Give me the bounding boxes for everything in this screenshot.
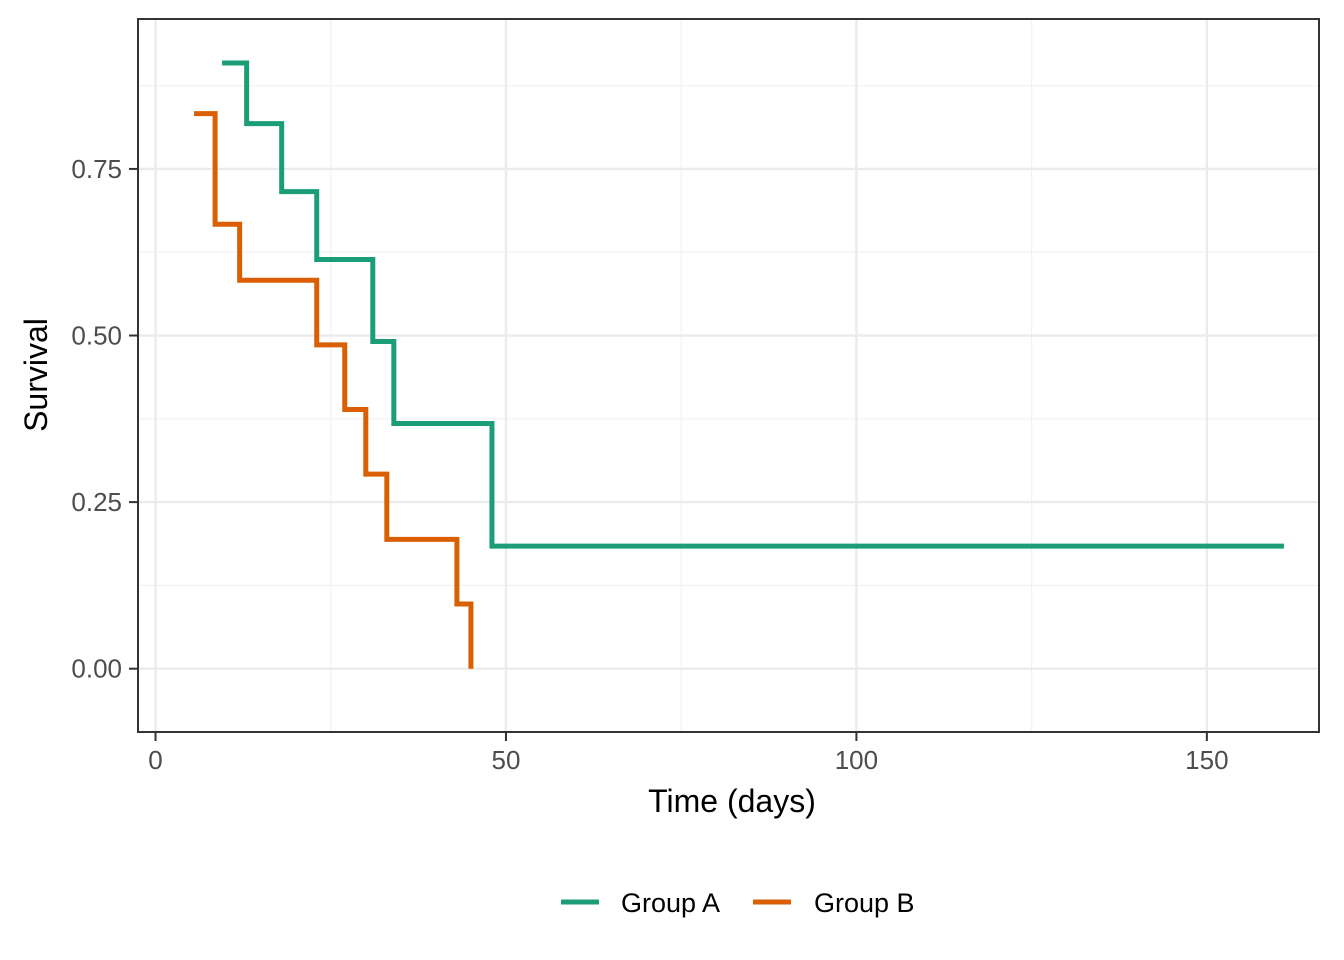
y-tick-label: 0.00: [71, 654, 122, 684]
legend-label-group-b: Group B: [814, 888, 915, 918]
plot-panel: [138, 19, 1319, 732]
x-tick-label: 0: [148, 745, 162, 775]
y-axis-title: Survival: [18, 318, 54, 432]
grid-minor: [138, 19, 1319, 732]
series-layer: [194, 60, 1284, 669]
x-axis: 0 50 100 150: [148, 732, 1229, 775]
x-axis-title: Time (days): [648, 783, 816, 819]
y-tick-label: 0.50: [71, 321, 122, 351]
legend: Group A Group B: [561, 888, 915, 918]
grid-major: [138, 19, 1319, 732]
legend-label-group-a: Group A: [621, 888, 720, 918]
series-line-group-a: [222, 60, 1284, 549]
y-tick-label: 0.25: [71, 487, 122, 517]
series-line-group-b: [194, 111, 474, 669]
x-tick-label: 50: [492, 745, 521, 775]
y-axis: 0.00 0.25 0.50 0.75: [71, 154, 138, 684]
x-tick-label: 150: [1185, 745, 1228, 775]
x-tick-label: 100: [835, 745, 878, 775]
y-tick-label: 0.75: [71, 154, 122, 184]
plot-border: [137, 18, 1320, 733]
